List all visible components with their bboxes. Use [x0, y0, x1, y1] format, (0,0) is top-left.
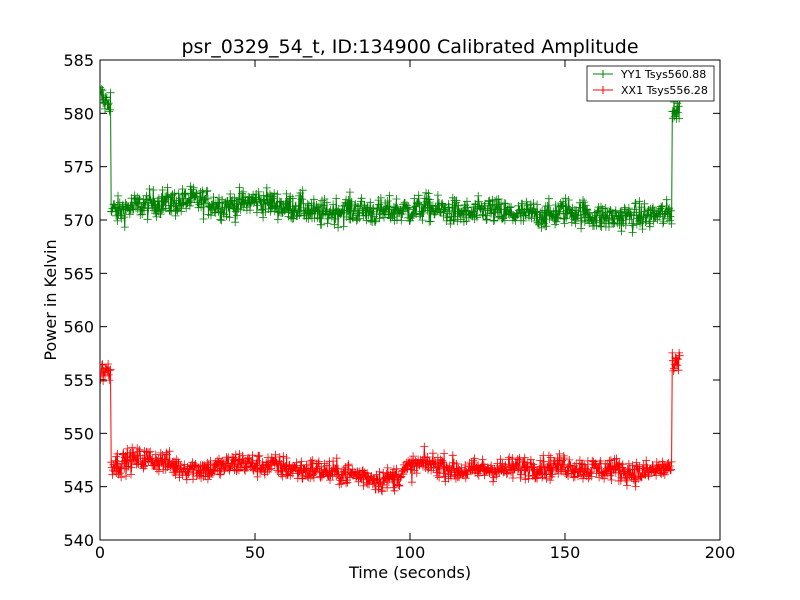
- x-tick-label: 100: [395, 543, 426, 562]
- y-tick-label: 555: [63, 371, 94, 390]
- y-tick-label: 565: [63, 264, 94, 283]
- y-tick-label: 540: [63, 531, 94, 550]
- legend-label-xx1: XX1 Tsys556.28: [621, 84, 708, 97]
- series-layer: [100, 83, 684, 496]
- legend-box: [586, 65, 715, 102]
- y-axis-label: Power in Kelvin: [41, 239, 60, 360]
- series-yy1: [100, 83, 684, 237]
- y-tick-label: 560: [63, 318, 94, 337]
- chart-title: psr_0329_54_t, ID:134900 Calibrated Ampl…: [181, 36, 638, 58]
- ticks-layer: 0 50 100 150 200 540 545 550 555 560 565 570 575 580 5…: [63, 51, 735, 562]
- series-xx1: [100, 348, 684, 496]
- y-tick-label: 570: [63, 211, 94, 230]
- y-tick-label: 575: [63, 158, 94, 177]
- x-tick-label: 0: [95, 543, 105, 562]
- series-markers: [100, 83, 684, 237]
- legend-marker-yy1: [599, 70, 607, 78]
- series-markers: [100, 348, 684, 496]
- y-tick-label: 580: [63, 104, 94, 123]
- y-tick-label: 585: [63, 51, 94, 70]
- legend-label-yy1: YY1 Tsys560.88: [620, 68, 706, 81]
- y-tick-label: 550: [63, 424, 94, 443]
- x-tick-label: 50: [245, 543, 265, 562]
- x-axis-label: Time (seconds): [348, 563, 471, 582]
- x-tick-label: 150: [550, 543, 581, 562]
- x-tick-label: 200: [705, 543, 736, 562]
- y-tick-label: 545: [63, 478, 94, 497]
- legend: YY1 Tsys560.88 XX1 Tsys556.28: [586, 65, 715, 102]
- legend-marker-xx1: [599, 86, 607, 94]
